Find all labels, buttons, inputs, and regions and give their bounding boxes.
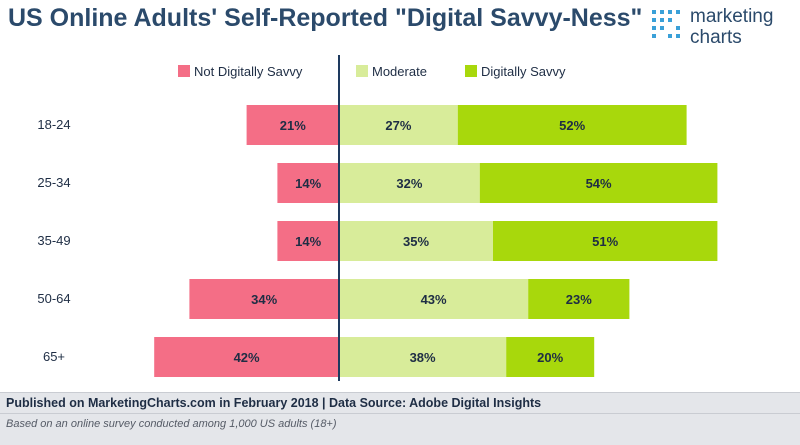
- legend-moderate-label: Moderate: [372, 64, 427, 79]
- category-label: 50-64: [37, 291, 70, 306]
- bar-not-digitally-savvy: [277, 221, 339, 261]
- footer: Published on MarketingCharts.com in Febr…: [0, 392, 800, 445]
- data-label-not-digitally-savvy: 34%: [251, 292, 277, 307]
- bar-not-digitally-savvy: [246, 105, 339, 145]
- logo-line-1: marketing: [690, 6, 774, 27]
- bar-not-digitally-savvy: [154, 337, 339, 377]
- data-label-not-digitally-savvy: 14%: [295, 234, 321, 249]
- data-label-digitally-savvy: 51%: [592, 234, 618, 249]
- bar-digitally-savvy: [457, 105, 687, 145]
- data-label-moderate: 35%: [403, 234, 429, 249]
- data-label-moderate: 43%: [421, 292, 447, 307]
- category-label: 25-34: [37, 175, 70, 190]
- data-label-moderate: 38%: [410, 350, 436, 365]
- footer-note: Based on an online survey conducted amon…: [6, 418, 337, 430]
- bar-moderate: [339, 163, 480, 203]
- legend-not-digitally-savvy-label: Not Digitally Savvy: [194, 64, 303, 79]
- category-label: 65+: [43, 349, 65, 364]
- legend-moderate-swatch: [356, 65, 368, 77]
- marketingcharts-logo: marketing charts: [650, 6, 795, 50]
- legend-digitally-savvy-label: Digitally Savvy: [481, 64, 566, 79]
- bar-moderate: [339, 279, 529, 319]
- footer-divider: [0, 413, 800, 414]
- bar-moderate: [339, 105, 458, 145]
- bar-not-digitally-savvy: [277, 163, 339, 203]
- data-label-not-digitally-savvy: 21%: [280, 118, 306, 133]
- bar-digitally-savvy: [528, 279, 630, 319]
- data-label-not-digitally-savvy: 42%: [234, 350, 260, 365]
- diverging-bar-chart: Not Digitally Savvy Moderate Digitally Sav…: [37, 55, 718, 381]
- bar-not-digitally-savvy: [189, 279, 339, 319]
- bar-digitally-savvy: [506, 337, 595, 377]
- logo-wordmark: marketing charts: [690, 6, 773, 48]
- data-label-not-digitally-savvy: 14%: [295, 176, 321, 191]
- dot-matrix-logo-icon: [652, 10, 680, 38]
- data-label-digitally-savvy: 52%: [559, 118, 585, 133]
- data-label-moderate: 27%: [385, 118, 411, 133]
- bar-moderate: [339, 221, 493, 261]
- bar-digitally-savvy: [493, 221, 718, 261]
- data-label-moderate: 32%: [396, 176, 422, 191]
- data-label-digitally-savvy: 54%: [586, 176, 612, 191]
- footer-source: Published on MarketingCharts.com in Febr…: [6, 396, 542, 410]
- category-label: 18-24: [37, 117, 70, 132]
- legend-digitally-savvy-swatch: [465, 65, 477, 77]
- bar-moderate: [339, 337, 507, 377]
- bar-digitally-savvy: [479, 163, 718, 203]
- legend-not-digitally-savvy-swatch: [178, 65, 190, 77]
- category-label: 35-49: [37, 233, 70, 248]
- chart-title: US Online Adults' Self-Reported "Digital…: [8, 4, 643, 32]
- logo-line-2: charts: [690, 27, 742, 48]
- data-label-digitally-savvy: 23%: [566, 292, 592, 307]
- data-label-digitally-savvy: 20%: [537, 350, 563, 365]
